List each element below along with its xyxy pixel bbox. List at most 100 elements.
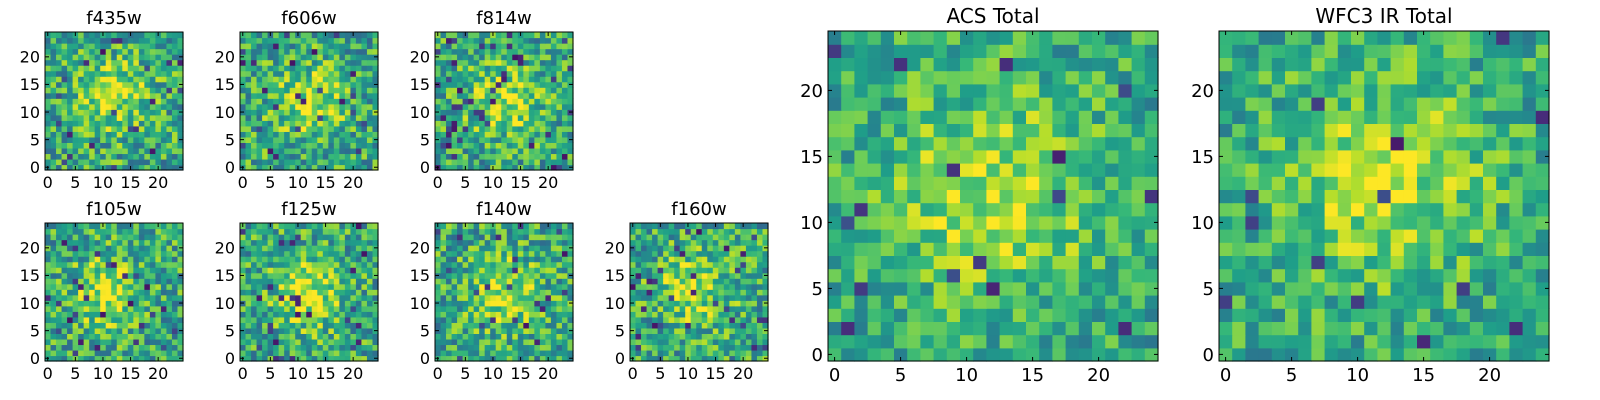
heatmap-cell <box>451 234 458 241</box>
heatmap-cell <box>45 43 52 50</box>
heatmap-cell <box>946 308 961 322</box>
heatmap-cell <box>278 65 285 72</box>
heatmap-cell <box>344 316 351 323</box>
heatmap-cell <box>528 114 535 121</box>
heatmap-cell <box>484 333 491 340</box>
heatmap-cell <box>100 65 107 72</box>
heatmap-cell <box>127 98 134 105</box>
heatmap-cell <box>372 87 379 94</box>
x-tick-label: 5 <box>265 173 275 192</box>
heatmap-cell <box>166 234 173 241</box>
heatmap-cell <box>457 355 464 362</box>
heatmap-cell <box>245 32 252 39</box>
heatmap-cell <box>512 43 519 50</box>
heatmap-cell <box>245 131 252 138</box>
heatmap-cell <box>668 349 675 357</box>
heatmap-cell <box>506 87 513 94</box>
heatmap-cell <box>1065 321 1080 336</box>
heatmap-cell <box>240 250 247 257</box>
heatmap-cell <box>355 32 363 39</box>
heatmap-cell <box>506 338 513 346</box>
heatmap-cell <box>166 250 173 257</box>
heatmap-cell <box>45 59 52 66</box>
heatmap-cell <box>679 355 686 362</box>
heatmap-cell <box>127 125 134 132</box>
heatmap-cell <box>539 239 546 246</box>
heatmap-cell <box>240 316 247 323</box>
heatmap-cell <box>468 239 475 246</box>
heatmap-cell <box>528 256 535 263</box>
heatmap-cell <box>657 338 664 346</box>
heatmap-cell <box>300 283 307 290</box>
heatmap-cell <box>545 245 552 252</box>
heatmap-cell <box>652 250 659 257</box>
heatmap-cell <box>355 92 363 99</box>
heatmap-cell <box>517 120 524 127</box>
heatmap-cell <box>339 92 346 99</box>
heatmap-cell <box>372 228 379 235</box>
heatmap-cell <box>556 294 563 301</box>
heatmap-cell <box>446 333 453 340</box>
heatmap-cell <box>501 289 508 296</box>
heatmap-cell <box>56 76 63 83</box>
heatmap-cell <box>177 289 184 296</box>
heatmap-cell <box>517 153 524 160</box>
heatmap-cell <box>630 344 637 351</box>
heatmap-cell <box>723 327 730 334</box>
heatmap-cell <box>545 87 552 94</box>
heatmap-cell <box>306 109 313 116</box>
heatmap-cell <box>311 164 318 171</box>
heatmap-cell <box>284 48 291 55</box>
heatmap-cell <box>451 131 458 138</box>
heatmap-cell <box>734 333 741 340</box>
heatmap-cell <box>251 294 258 301</box>
heatmap-cell <box>171 120 179 127</box>
heatmap-cell <box>635 327 642 334</box>
heatmap-cell <box>501 131 508 138</box>
heatmap-cell <box>729 261 736 268</box>
heatmap-cell <box>372 48 379 55</box>
heatmap-cell <box>440 311 447 318</box>
heatmap-cell <box>946 242 961 256</box>
heatmap-cell <box>745 223 753 230</box>
heatmap-cell <box>284 37 291 44</box>
heatmap-cell <box>561 109 569 116</box>
heatmap-cell <box>756 327 764 334</box>
heatmap-cell <box>723 261 730 268</box>
heatmap-cell <box>366 147 374 155</box>
heatmap-cell <box>94 228 101 235</box>
heatmap-cell <box>440 54 447 61</box>
heatmap-cell <box>366 256 374 263</box>
heatmap-cell <box>528 349 535 357</box>
heatmap-cell <box>333 245 340 252</box>
heatmap-cell <box>723 250 730 257</box>
heatmap-cell <box>251 256 258 263</box>
heatmap-cell <box>490 322 497 329</box>
heatmap-cell <box>539 333 546 340</box>
heatmap-cell <box>723 283 730 290</box>
heatmap-cell <box>946 215 961 230</box>
heatmap-cell <box>78 76 85 83</box>
x-tick-label: 5 <box>70 364 80 383</box>
heatmap-cell <box>317 37 324 44</box>
heatmap-cell <box>78 283 85 290</box>
heatmap-cell <box>960 202 974 217</box>
heatmap-cell <box>468 261 475 268</box>
heatmap-cell <box>841 149 855 164</box>
heatmap-cell <box>641 316 648 323</box>
heatmap-cell <box>56 70 63 77</box>
heatmap-cell <box>245 70 252 77</box>
heatmap-cell <box>166 136 173 143</box>
heatmap-cell <box>668 228 675 235</box>
heatmap-cell <box>317 125 324 132</box>
heatmap-cell <box>317 338 324 346</box>
heatmap-cell <box>641 294 648 301</box>
heatmap-cell <box>289 305 296 312</box>
heatmap-cell <box>344 81 351 88</box>
heatmap-cell <box>45 283 52 290</box>
heatmap-cell <box>440 294 447 301</box>
heatmap-cell <box>457 131 464 138</box>
heatmap-cell <box>333 131 340 138</box>
heatmap-cell <box>446 153 453 160</box>
heatmap-cell <box>495 70 502 77</box>
